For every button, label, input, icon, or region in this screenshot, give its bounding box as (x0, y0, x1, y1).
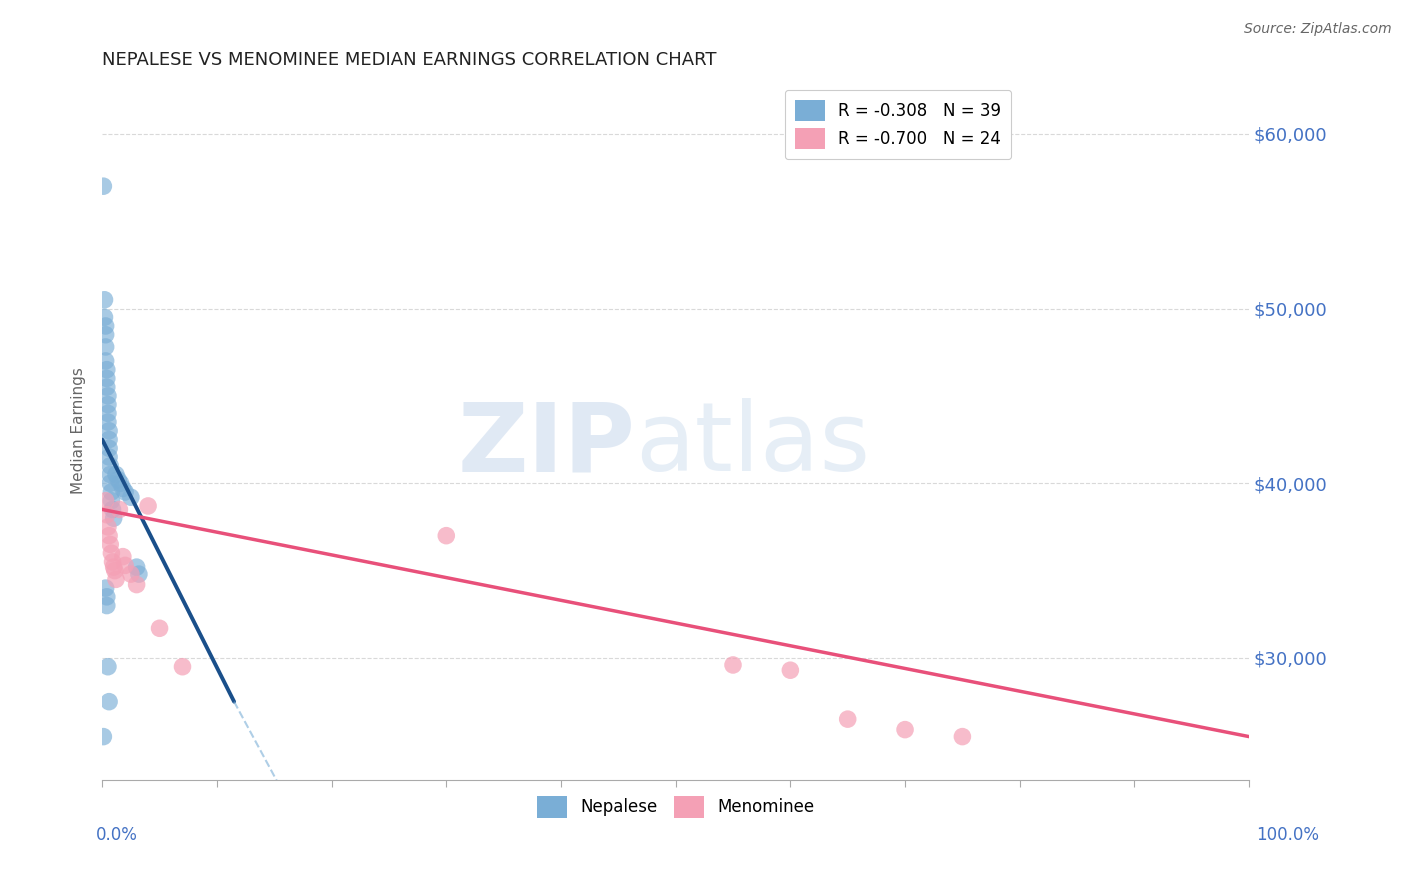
Point (128, 567, 150, 582)
Point (94, 493, 117, 508)
Point (98, 529, 121, 543)
Point (779, 663, 801, 677)
Point (98, 458, 121, 473)
Point (120, 490, 142, 504)
Point (97, 406, 120, 420)
Point (97, 398, 120, 412)
Point (950, 730, 973, 744)
Point (100, 493, 122, 508)
Point (96, 380, 118, 394)
Text: 100.0%: 100.0% (1256, 826, 1319, 844)
Point (434, 529, 457, 543)
Point (94, 354, 117, 368)
Point (96, 599, 118, 613)
Point (103, 560, 125, 574)
Text: ZIP: ZIP (457, 399, 636, 491)
Point (98, 467, 121, 482)
Point (93, 293, 115, 307)
Point (108, 502, 131, 516)
Legend: Nepalese, Menominee: Nepalese, Menominee (530, 789, 821, 824)
Point (96, 508, 118, 522)
Point (98, 433, 121, 447)
Text: atlas: atlas (636, 399, 870, 491)
Point (172, 659, 194, 673)
Point (107, 473, 129, 487)
Point (96, 371, 118, 385)
Point (125, 560, 148, 574)
Point (98, 537, 121, 551)
Point (98, 450, 121, 464)
Point (136, 499, 159, 513)
Point (93, 730, 115, 744)
Point (97, 415, 120, 429)
Point (94, 581, 117, 595)
Point (94, 318, 117, 333)
Point (94, 327, 117, 342)
Point (894, 723, 917, 737)
Point (101, 555, 124, 569)
Point (104, 572, 127, 586)
Point (103, 511, 125, 525)
Point (837, 712, 859, 726)
Point (94, 340, 117, 354)
Point (110, 476, 132, 491)
Point (721, 657, 744, 672)
Point (98, 695, 121, 709)
Point (114, 558, 136, 573)
Point (97, 659, 120, 673)
Point (148, 621, 170, 635)
Point (104, 564, 127, 578)
Point (125, 577, 148, 591)
Point (97, 389, 120, 403)
Point (111, 549, 134, 564)
Point (96, 362, 118, 376)
Point (98, 442, 121, 456)
Point (97, 520, 120, 534)
Point (100, 546, 122, 560)
Point (98, 424, 121, 438)
Text: 0.0%: 0.0% (96, 826, 138, 844)
Text: NEPALESE VS MENOMINEE MEDIAN EARNINGS CORRELATION CHART: NEPALESE VS MENOMINEE MEDIAN EARNINGS CO… (103, 51, 717, 69)
Point (93, 310, 115, 325)
Point (98, 476, 121, 491)
Point (96, 590, 118, 604)
Point (93, 179, 115, 194)
Y-axis label: Median Earnings: Median Earnings (72, 368, 86, 494)
Point (100, 485, 122, 500)
Point (104, 467, 127, 482)
Point (120, 567, 142, 582)
Text: Source: ZipAtlas.com: Source: ZipAtlas.com (1244, 22, 1392, 37)
Point (101, 502, 124, 516)
Point (114, 485, 136, 500)
Point (111, 482, 134, 496)
